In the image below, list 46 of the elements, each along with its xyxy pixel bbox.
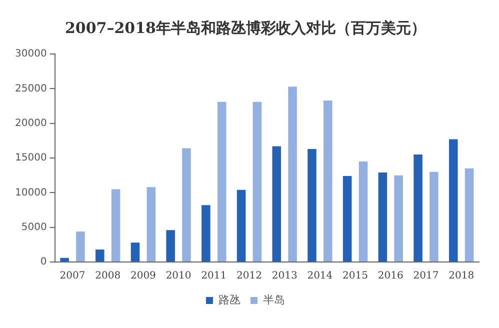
bar [217,102,226,262]
x-tick-label: 2015 [342,270,368,282]
bar [76,231,85,262]
x-tick-label: 2007 [60,270,86,282]
bar [202,205,210,262]
x-tick-label: 2009 [130,270,156,282]
bar [342,176,352,262]
bar [111,189,120,262]
x-tick-label: 2016 [378,270,404,282]
x-tick-label: 2008 [95,270,121,282]
bar [394,175,403,262]
y-tick-label: 0 [40,256,47,268]
bar [96,250,104,262]
x-tick-label: 2013 [272,270,298,282]
x-tick-label: 2018 [448,270,474,282]
bar [60,258,69,262]
bar [252,102,262,262]
y-tick-label: 10000 [15,187,47,198]
x-tick-label: 2014 [307,270,333,282]
y-tick-label: 30000 [15,48,47,60]
x-tick-label: 2012 [236,270,262,282]
bar [182,148,191,262]
bar [308,148,316,262]
bar [130,242,140,262]
y-tick-label: 5000 [21,222,47,233]
bar [430,172,438,262]
y-tick-label: 20000 [15,118,47,129]
x-tick-label: 2011 [201,270,227,282]
bar [378,172,388,262]
bar [414,154,422,262]
bar [288,86,297,262]
x-tick-label: 2017 [413,270,439,282]
bar [272,146,281,262]
legend-label: 路氹 [218,293,240,306]
chart-title: 2007–2018年半岛和路氹博彩收入对比（百万美元） [65,18,426,37]
bar [236,190,246,262]
y-tick-label: 25000 [15,83,47,94]
bar [358,161,368,262]
legend-label: 半岛 [263,293,285,306]
bar [464,168,474,262]
x-tick-label: 2010 [166,270,192,282]
bar [166,230,175,262]
bar [324,100,332,262]
y-tick-label: 15000 [15,152,47,164]
bar [146,187,156,262]
bar [449,139,458,262]
